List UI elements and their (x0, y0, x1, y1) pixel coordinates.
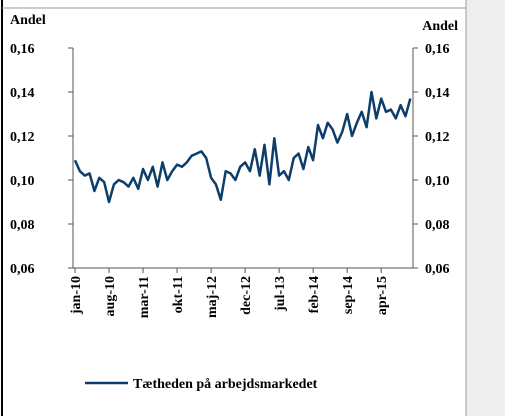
x-tick-label: okt-11 (171, 276, 186, 313)
x-tick-label: jul-13 (273, 276, 288, 312)
y2-tick-label: 0,08 (425, 218, 450, 233)
y2-tick-label: 0,06 (425, 262, 450, 277)
y2-axis-title: Andel (422, 19, 458, 34)
x-tick-label: dec-12 (239, 276, 254, 315)
x-tick-label: apr-15 (375, 276, 390, 315)
x-tick-label: aug-10 (103, 276, 118, 316)
y-tick-label: 0,14 (10, 86, 35, 101)
y-tick-label: 0,08 (10, 218, 35, 233)
x-tick-label: sep-14 (341, 276, 356, 314)
y-tick-label: 0,10 (10, 174, 35, 189)
y-tick-label: 0,16 (10, 42, 35, 57)
y2-tick-label: 0,16 (425, 42, 450, 57)
y2-tick-label: 0,14 (425, 86, 450, 101)
data-line (73, 90, 412, 204)
y-tick-label: 0,12 (10, 130, 35, 145)
x-tick-label: jan-10 (69, 276, 84, 315)
x-tick-label: maj-12 (205, 276, 220, 318)
y2-tick-label: 0,12 (425, 130, 450, 145)
y-tick-label: 0,06 (10, 262, 35, 277)
legend-label: Tætheden på arbejdsmarkedet (133, 377, 318, 392)
y-axis-title: Andel (10, 13, 46, 28)
side-panel (466, 0, 505, 416)
x-tick-label: mar-11 (137, 276, 152, 318)
x-tick-label: feb-14 (307, 276, 322, 313)
y2-tick-label: 0,10 (425, 174, 450, 189)
